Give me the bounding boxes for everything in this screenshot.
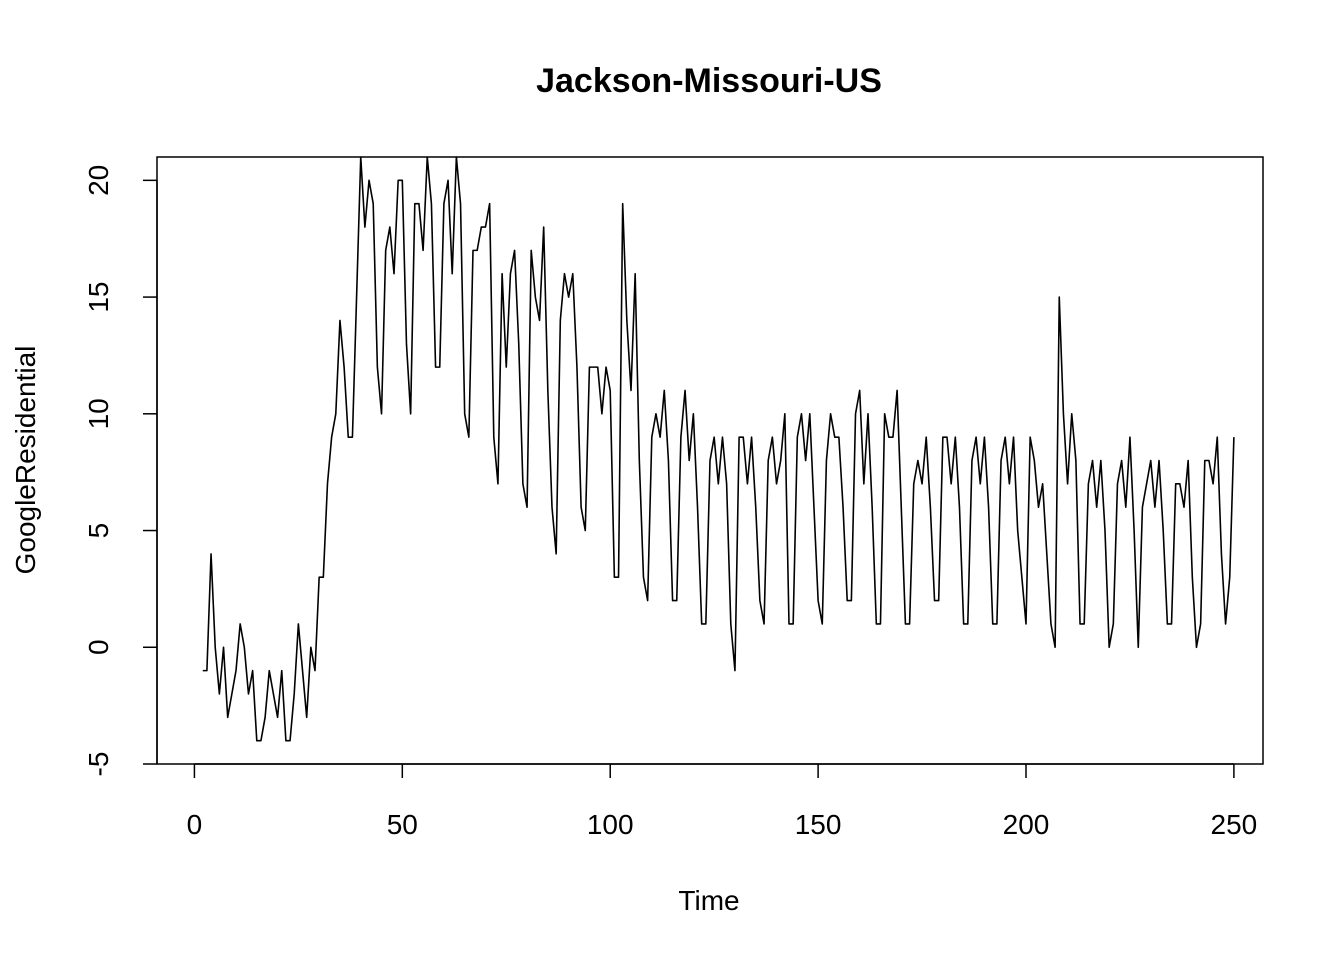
x-tick-label: 200 [1003, 809, 1050, 840]
x-tick-label: 150 [795, 809, 842, 840]
y-tick-label: 15 [83, 281, 114, 312]
x-tick-label: 250 [1211, 809, 1258, 840]
x-tick-label: 0 [187, 809, 203, 840]
chart-title: Jackson-Missouri-US [536, 62, 882, 100]
y-tick-label: 0 [83, 639, 114, 655]
y-tick-label: -5 [83, 752, 114, 777]
x-axis-label: Time [678, 885, 739, 916]
y-tick-label: 5 [83, 523, 114, 539]
x-tick-label: 100 [587, 809, 634, 840]
x-tick-label: 50 [387, 809, 418, 840]
y-tick-label: 20 [83, 165, 114, 196]
x-axis: 0 50 100 150 200 250 [187, 763, 1258, 840]
y-axis-label: GoogleResidential [10, 346, 41, 575]
series-line [202, 156, 1235, 742]
y-axis: -5 0 5 10 15 20 [83, 165, 158, 777]
y-tick-label: 10 [83, 398, 114, 429]
